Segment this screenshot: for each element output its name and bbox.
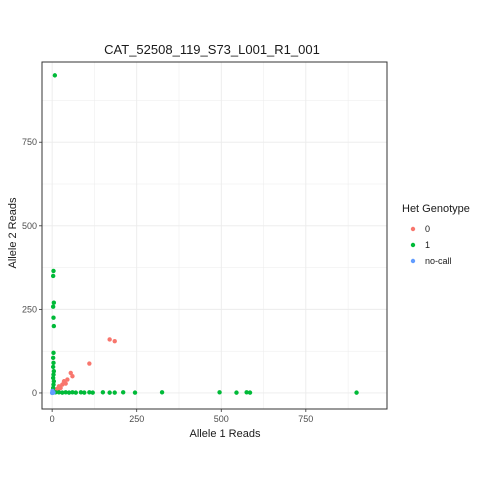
- y-axis-label: Allele 2 Reads: [7, 197, 19, 268]
- data-point-0: [68, 370, 73, 376]
- data-point-1: [63, 390, 68, 395]
- y-tick-label: 500: [22, 221, 37, 231]
- y-tick-label: 750: [22, 137, 37, 147]
- data-point-1: [66, 390, 72, 395]
- data-point-1: [56, 390, 62, 395]
- legend-label-1: 1: [425, 240, 430, 250]
- data-point-1: [60, 390, 65, 395]
- plot-panel: [41, 61, 388, 410]
- data-point-1: [52, 73, 58, 78]
- x-axis-ticks: 0 250 500 750: [50, 409, 313, 424]
- data-point-1: [51, 350, 56, 356]
- data-point-0: [107, 337, 112, 342]
- legend-label-no-call: no-call: [425, 256, 452, 266]
- data-point-0: [63, 381, 68, 386]
- legend-key-0: [410, 226, 416, 232]
- data-point-1: [112, 390, 117, 395]
- x-tick-label: 0: [50, 414, 55, 424]
- data-point-1: [50, 355, 56, 361]
- legend-key-1: [410, 242, 416, 248]
- data-point-1: [51, 315, 56, 320]
- data-point-0: [60, 382, 65, 387]
- data-point-1: [51, 382, 56, 387]
- data-point-1: [73, 390, 79, 395]
- data-point-1: [159, 390, 165, 395]
- legend-title: Het Genotype: [402, 203, 470, 215]
- data-point-1: [217, 390, 222, 395]
- data-point-1: [50, 304, 56, 309]
- data-point-1: [107, 390, 112, 395]
- data-point-1: [247, 390, 253, 395]
- data-point-1: [78, 390, 84, 395]
- data-point-1: [132, 390, 138, 395]
- data-point-1: [244, 390, 249, 395]
- data-points: [49, 73, 359, 396]
- data-point-1: [90, 390, 95, 395]
- data-point-1: [50, 364, 56, 370]
- data-point-1: [100, 390, 106, 395]
- data-point-1: [70, 390, 75, 395]
- data-point-0: [65, 377, 70, 382]
- data-point-1: [51, 379, 57, 384]
- legend-key-no-call: [410, 258, 416, 264]
- data-point-0: [112, 338, 117, 344]
- data-point-1: [87, 390, 92, 395]
- legend-label-0: 0: [425, 224, 430, 234]
- data-point-1: [120, 390, 126, 395]
- x-axis-label: Allele 1 Reads: [190, 428, 261, 440]
- data-point-1: [82, 390, 87, 395]
- legend: Het Genotype 0 1 no-call: [402, 203, 470, 266]
- plot-grid: [42, 62, 387, 409]
- data-point-1: [51, 268, 56, 274]
- y-tick-label: 0: [32, 388, 37, 398]
- data-point-1: [51, 360, 56, 366]
- data-point-0: [70, 374, 75, 379]
- data-point-1: [51, 369, 57, 374]
- data-point-1: [51, 372, 56, 377]
- chart-title: CAT_52508_119_S73_L001_R1_001: [104, 42, 320, 57]
- data-point-no-call: [51, 390, 56, 395]
- x-tick-label: 500: [214, 414, 229, 424]
- data-point-0: [87, 361, 92, 366]
- data-point-1: [50, 273, 56, 279]
- data-point-1: [354, 390, 359, 395]
- data-point-1: [51, 300, 57, 305]
- x-tick-label: 750: [298, 414, 313, 424]
- y-axis-ticks: 0 250 500 750: [22, 137, 42, 398]
- y-tick-label: 250: [22, 304, 37, 314]
- data-point-1: [50, 375, 56, 381]
- data-point-1: [234, 390, 239, 395]
- data-point-1: [51, 323, 57, 329]
- x-tick-label: 250: [129, 414, 144, 424]
